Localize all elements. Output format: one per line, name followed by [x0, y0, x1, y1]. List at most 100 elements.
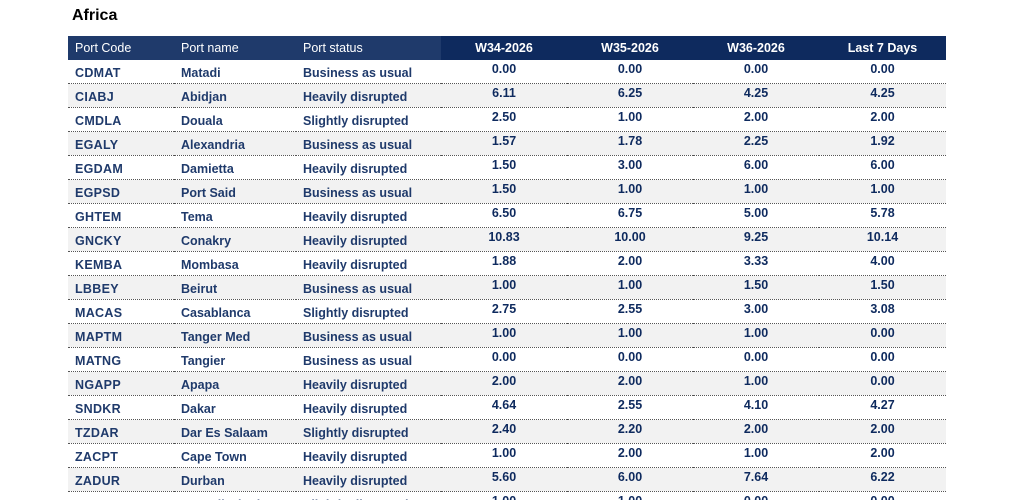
table-row: SNDKR Dakar Heavily disrupted 4.64 2.55 4.10 4… [68, 395, 946, 420]
port-status-cell: Heavily disrupted [296, 395, 441, 420]
w34-value-cell: 1.00 [441, 323, 567, 348]
w34-value-cell: 1.00 [441, 443, 567, 468]
w36-value-cell: 2.00 [693, 419, 819, 444]
port-code-cell: MAPTM [68, 323, 174, 348]
table-row: LBBEY Beirut Business as usual 1.00 1.00 1.50… [68, 275, 946, 300]
port-status-cell: Slightly disrupted [296, 419, 441, 444]
last-7-days-value-cell: 4.00 [819, 251, 946, 276]
port-status-cell: Business as usual [296, 60, 441, 84]
port-name-cell: Matadi [174, 60, 296, 84]
column-header-port-code: Port Code [68, 36, 174, 60]
port-name-cell: Casablanca [174, 299, 296, 324]
w34-value-cell: 6.50 [441, 203, 567, 228]
table-body: CDMAT Matadi Business as usual 0.00 0.00 0.00… [68, 60, 946, 500]
table-row: EGALY Alexandria Business as usual 1.57 1.78… [68, 131, 946, 156]
w36-value-cell: 0.00 [693, 491, 819, 500]
port-name-cell: Dakar [174, 395, 296, 420]
w36-value-cell: 3.00 [693, 299, 819, 324]
w35-value-cell: 2.00 [567, 443, 693, 468]
w35-value-cell: 0.00 [567, 60, 693, 84]
port-status-cell: Heavily disrupted [296, 371, 441, 396]
w34-value-cell: 1.88 [441, 251, 567, 276]
table-row: MATNG Tangier Business as usual 0.00 0.00 0.0… [68, 347, 946, 372]
port-code-cell: KEMBA [68, 251, 174, 276]
port-status-cell: Slightly disrupted [296, 107, 441, 132]
table-row: MAPTM Tanger Med Business as usual 1.00 1.00… [68, 323, 946, 348]
last-7-days-value-cell: 0.00 [819, 60, 946, 84]
table-row: ZACPT Cape Town Heavily disrupted 1.00 2.00 1… [68, 443, 946, 468]
w36-value-cell: 5.00 [693, 203, 819, 228]
column-header-last-7-days: Last 7 Days [819, 36, 946, 60]
last-7-days-value-cell: 10.14 [819, 227, 946, 252]
w36-value-cell: 0.00 [693, 60, 819, 84]
table-header-row: Port Code Port name Port status W34-2026… [68, 36, 946, 60]
w35-value-cell: 6.25 [567, 83, 693, 108]
port-code-cell: ZADUR [68, 467, 174, 492]
table-row: CDMAT Matadi Business as usual 0.00 0.00 0.00… [68, 60, 946, 84]
port-status-cell: Heavily disrupted [296, 251, 441, 276]
port-code-cell: EGALY [68, 131, 174, 156]
port-code-cell: LBBEY [68, 275, 174, 300]
port-status-table: Port Code Port name Port status W34-2026… [68, 36, 946, 500]
last-7-days-value-cell: 4.27 [819, 395, 946, 420]
w34-value-cell: 0.00 [441, 347, 567, 372]
w34-value-cell: 1.57 [441, 131, 567, 156]
port-code-cell: SNDKR [68, 395, 174, 420]
port-code-cell: TZDAR [68, 419, 174, 444]
last-7-days-value-cell: 4.25 [819, 83, 946, 108]
port-name-cell: Tema [174, 203, 296, 228]
port-name-cell: Abidjan [174, 83, 296, 108]
last-7-days-value-cell: 0.00 [819, 371, 946, 396]
region-title: Africa [72, 7, 118, 24]
port-name-cell: Tanger Med [174, 323, 296, 348]
w35-value-cell: 0.00 [567, 347, 693, 372]
last-7-days-value-cell: 5.78 [819, 203, 946, 228]
table-row: EGPSD Port Said Business as usual 1.50 1.00 1… [68, 179, 946, 204]
w34-value-cell: 4.64 [441, 395, 567, 420]
w36-value-cell: 1.00 [693, 443, 819, 468]
port-status-cell: Slightly disrupted [296, 299, 441, 324]
port-name-cell: Beirut [174, 275, 296, 300]
table-row: ZADUR Durban Heavily disrupted 5.60 6.00 7.64… [68, 467, 946, 492]
table-row: EGDAM Damietta Heavily disrupted 1.50 3.00 6.… [68, 155, 946, 180]
w36-value-cell: 1.00 [693, 179, 819, 204]
port-name-cell: Mombasa [174, 251, 296, 276]
last-7-days-value-cell: 0.00 [819, 347, 946, 372]
table-row: NGAPP Apapa Heavily disrupted 2.00 2.00 1.00 0… [68, 371, 946, 396]
w36-value-cell: 0.00 [693, 347, 819, 372]
port-status-cell: Business as usual [296, 131, 441, 156]
w34-value-cell: 1.50 [441, 179, 567, 204]
port-code-cell: NGAPP [68, 371, 174, 396]
last-7-days-value-cell: 0.00 [819, 323, 946, 348]
port-name-cell: Port Said [174, 179, 296, 204]
last-7-days-value-cell: 2.00 [819, 107, 946, 132]
port-code-cell: GHTEM [68, 203, 174, 228]
w35-value-cell: 1.78 [567, 131, 693, 156]
table-row: GHTEM Tema Heavily disrupted 6.50 6.75 5.00 5.… [68, 203, 946, 228]
port-name-cell: Cape Town [174, 443, 296, 468]
port-name-cell: Tangier [174, 347, 296, 372]
port-code-cell: GNCKY [68, 227, 174, 252]
port-name-cell: Conakry [174, 227, 296, 252]
port-name-cell: Damietta [174, 155, 296, 180]
port-code-cell: ZAPLZ [68, 491, 174, 500]
w34-value-cell: 2.50 [441, 107, 567, 132]
w34-value-cell: 2.00 [441, 371, 567, 396]
w34-value-cell: 2.40 [441, 419, 567, 444]
port-status-cell: Heavily disrupted [296, 155, 441, 180]
last-7-days-value-cell: 2.00 [819, 443, 946, 468]
w36-value-cell: 2.25 [693, 131, 819, 156]
port-name-cell: Apapa [174, 371, 296, 396]
w35-value-cell: 2.55 [567, 299, 693, 324]
last-7-days-value-cell: 6.22 [819, 467, 946, 492]
w34-value-cell: 1.00 [441, 491, 567, 500]
column-header-w35: W35-2026 [567, 36, 693, 60]
w36-value-cell: 1.50 [693, 275, 819, 300]
w35-value-cell: 1.00 [567, 107, 693, 132]
w35-value-cell: 1.00 [567, 275, 693, 300]
table-row: TZDAR Dar Es Salaam Slightly disrupted 2.40… [68, 419, 946, 444]
port-status-cell: Business as usual [296, 323, 441, 348]
port-status-cell: Slightly disrupted [296, 491, 441, 500]
column-header-port-name: Port name [174, 36, 296, 60]
w35-value-cell: 2.20 [567, 419, 693, 444]
